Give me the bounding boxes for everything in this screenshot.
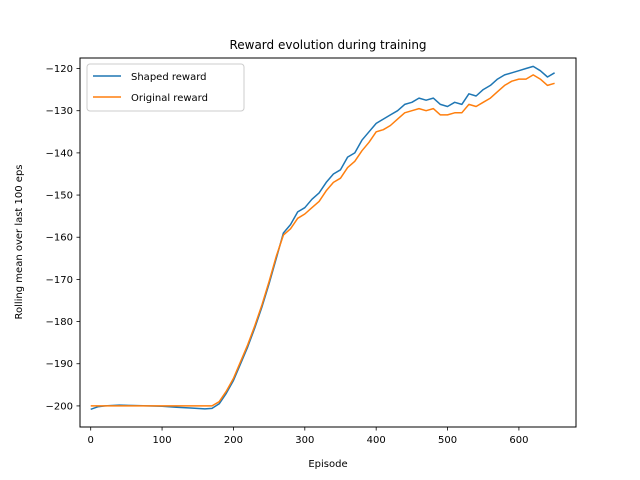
series-line-0 [90, 65, 555, 411]
y-axis-label: Rolling mean over last 100 eps [14, 164, 25, 319]
y-tick-label: −140 [46, 148, 73, 159]
y-tick-label: −190 [46, 359, 73, 370]
y-tick-label: −160 [46, 233, 73, 244]
chart-title: Reward evolution during training [229, 38, 426, 52]
y-tick-label: −150 [46, 191, 73, 202]
y-tick-label: −130 [46, 106, 73, 117]
x-tick-label: 200 [224, 435, 243, 446]
x-tick-label: 600 [509, 435, 528, 446]
y-axis-ticks: −200 −190 −180 −170 −160 −150 −140 −130 −120 [46, 64, 80, 412]
legend-label-0: Shaped reward [131, 72, 206, 83]
x-tick-label: 300 [295, 435, 314, 446]
series-layer [90, 65, 555, 411]
x-tick-label: 0 [88, 435, 94, 446]
x-tick-label: 100 [153, 435, 172, 446]
y-tick-label: −170 [46, 275, 73, 286]
y-tick-label: −180 [46, 317, 73, 328]
x-tick-label: 500 [438, 435, 457, 446]
y-tick-label: −120 [46, 64, 73, 75]
plot-frame [79, 57, 577, 428]
x-tick-label: 400 [367, 435, 386, 446]
legend: Shaped reward Original reward [86, 63, 245, 112]
legend-box [86, 63, 245, 112]
x-axis-label: Episode [308, 459, 347, 470]
y-tick-label: −200 [46, 401, 73, 412]
legend-label-1: Original reward [131, 93, 208, 104]
x-axis-ticks: 0 100 200 300 400 500 600 [88, 427, 528, 446]
series-line-1 [90, 74, 555, 407]
